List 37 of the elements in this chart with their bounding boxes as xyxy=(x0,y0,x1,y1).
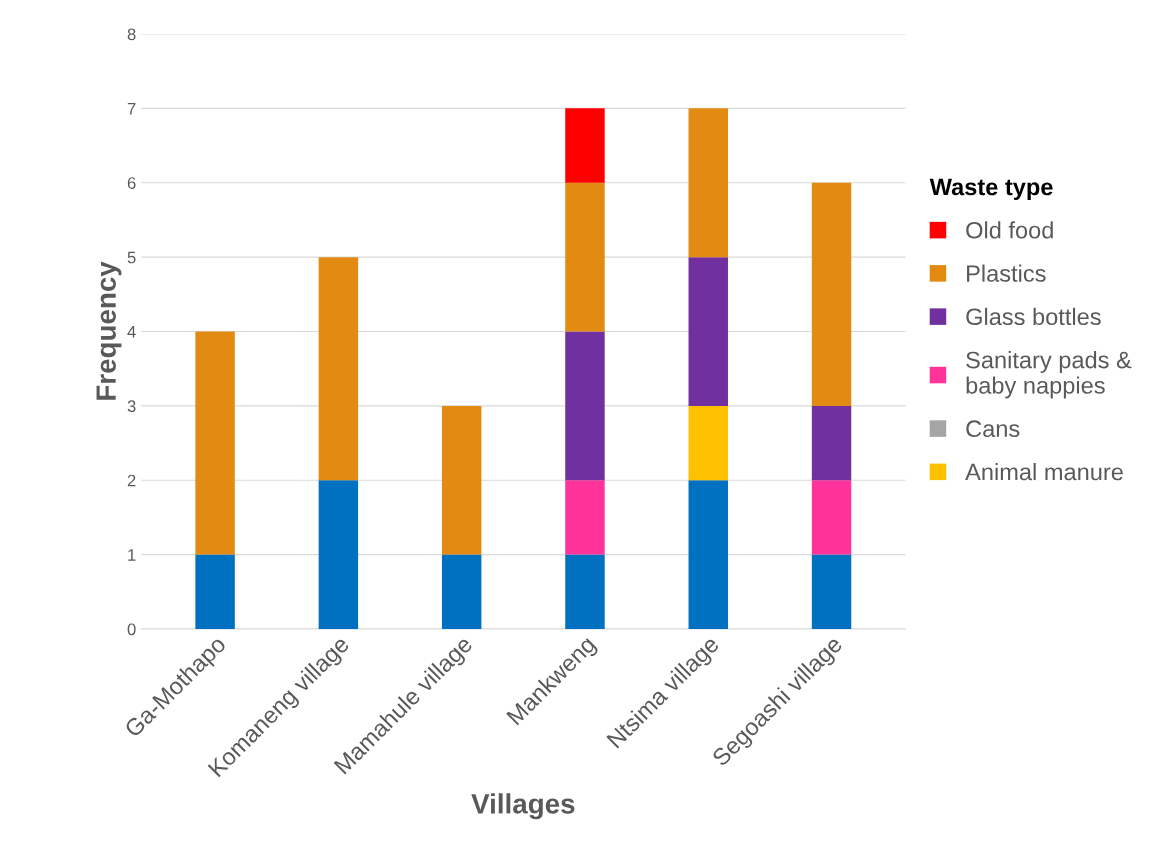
bar xyxy=(565,554,605,629)
y-tick-label: 0 xyxy=(127,623,136,636)
bar xyxy=(318,257,359,481)
legend-label: Old food xyxy=(966,221,1053,239)
y-tick-label: 3 xyxy=(127,400,136,413)
bar xyxy=(811,554,852,629)
y-tick-label: 1 xyxy=(128,549,136,561)
bar xyxy=(811,480,852,555)
bar xyxy=(688,405,728,481)
legend-label: Animal manure xyxy=(965,462,1123,481)
bar xyxy=(195,554,235,629)
bar xyxy=(811,405,852,481)
bar xyxy=(195,331,235,555)
bar xyxy=(565,182,605,332)
bar xyxy=(688,480,728,629)
bar xyxy=(688,257,728,406)
legend-title: Waste type xyxy=(929,178,1053,201)
y-tick-label: 4 xyxy=(127,326,136,338)
bar xyxy=(565,331,605,481)
y-tick-label: 7 xyxy=(127,102,136,115)
bar xyxy=(688,108,728,258)
legend-label: Sanitary pads & baby nappies xyxy=(966,351,1132,399)
legend-label: Plastics xyxy=(967,264,1046,282)
y-tick-label: 8 xyxy=(127,28,136,41)
y-tick-label: 2 xyxy=(127,474,136,487)
legend-label: Glass bottles xyxy=(966,307,1101,326)
bar xyxy=(318,480,359,629)
bar xyxy=(811,182,852,406)
bar xyxy=(441,554,482,629)
bar xyxy=(565,480,605,555)
bar xyxy=(565,108,605,183)
y-tick-label: 5 xyxy=(127,251,136,264)
y-axis-title: Frequency xyxy=(96,261,122,400)
bar xyxy=(441,405,482,555)
legend-label: Cans xyxy=(966,420,1020,438)
x-axis-title: Villages xyxy=(471,793,575,820)
y-tick-label: 6 xyxy=(127,177,136,189)
